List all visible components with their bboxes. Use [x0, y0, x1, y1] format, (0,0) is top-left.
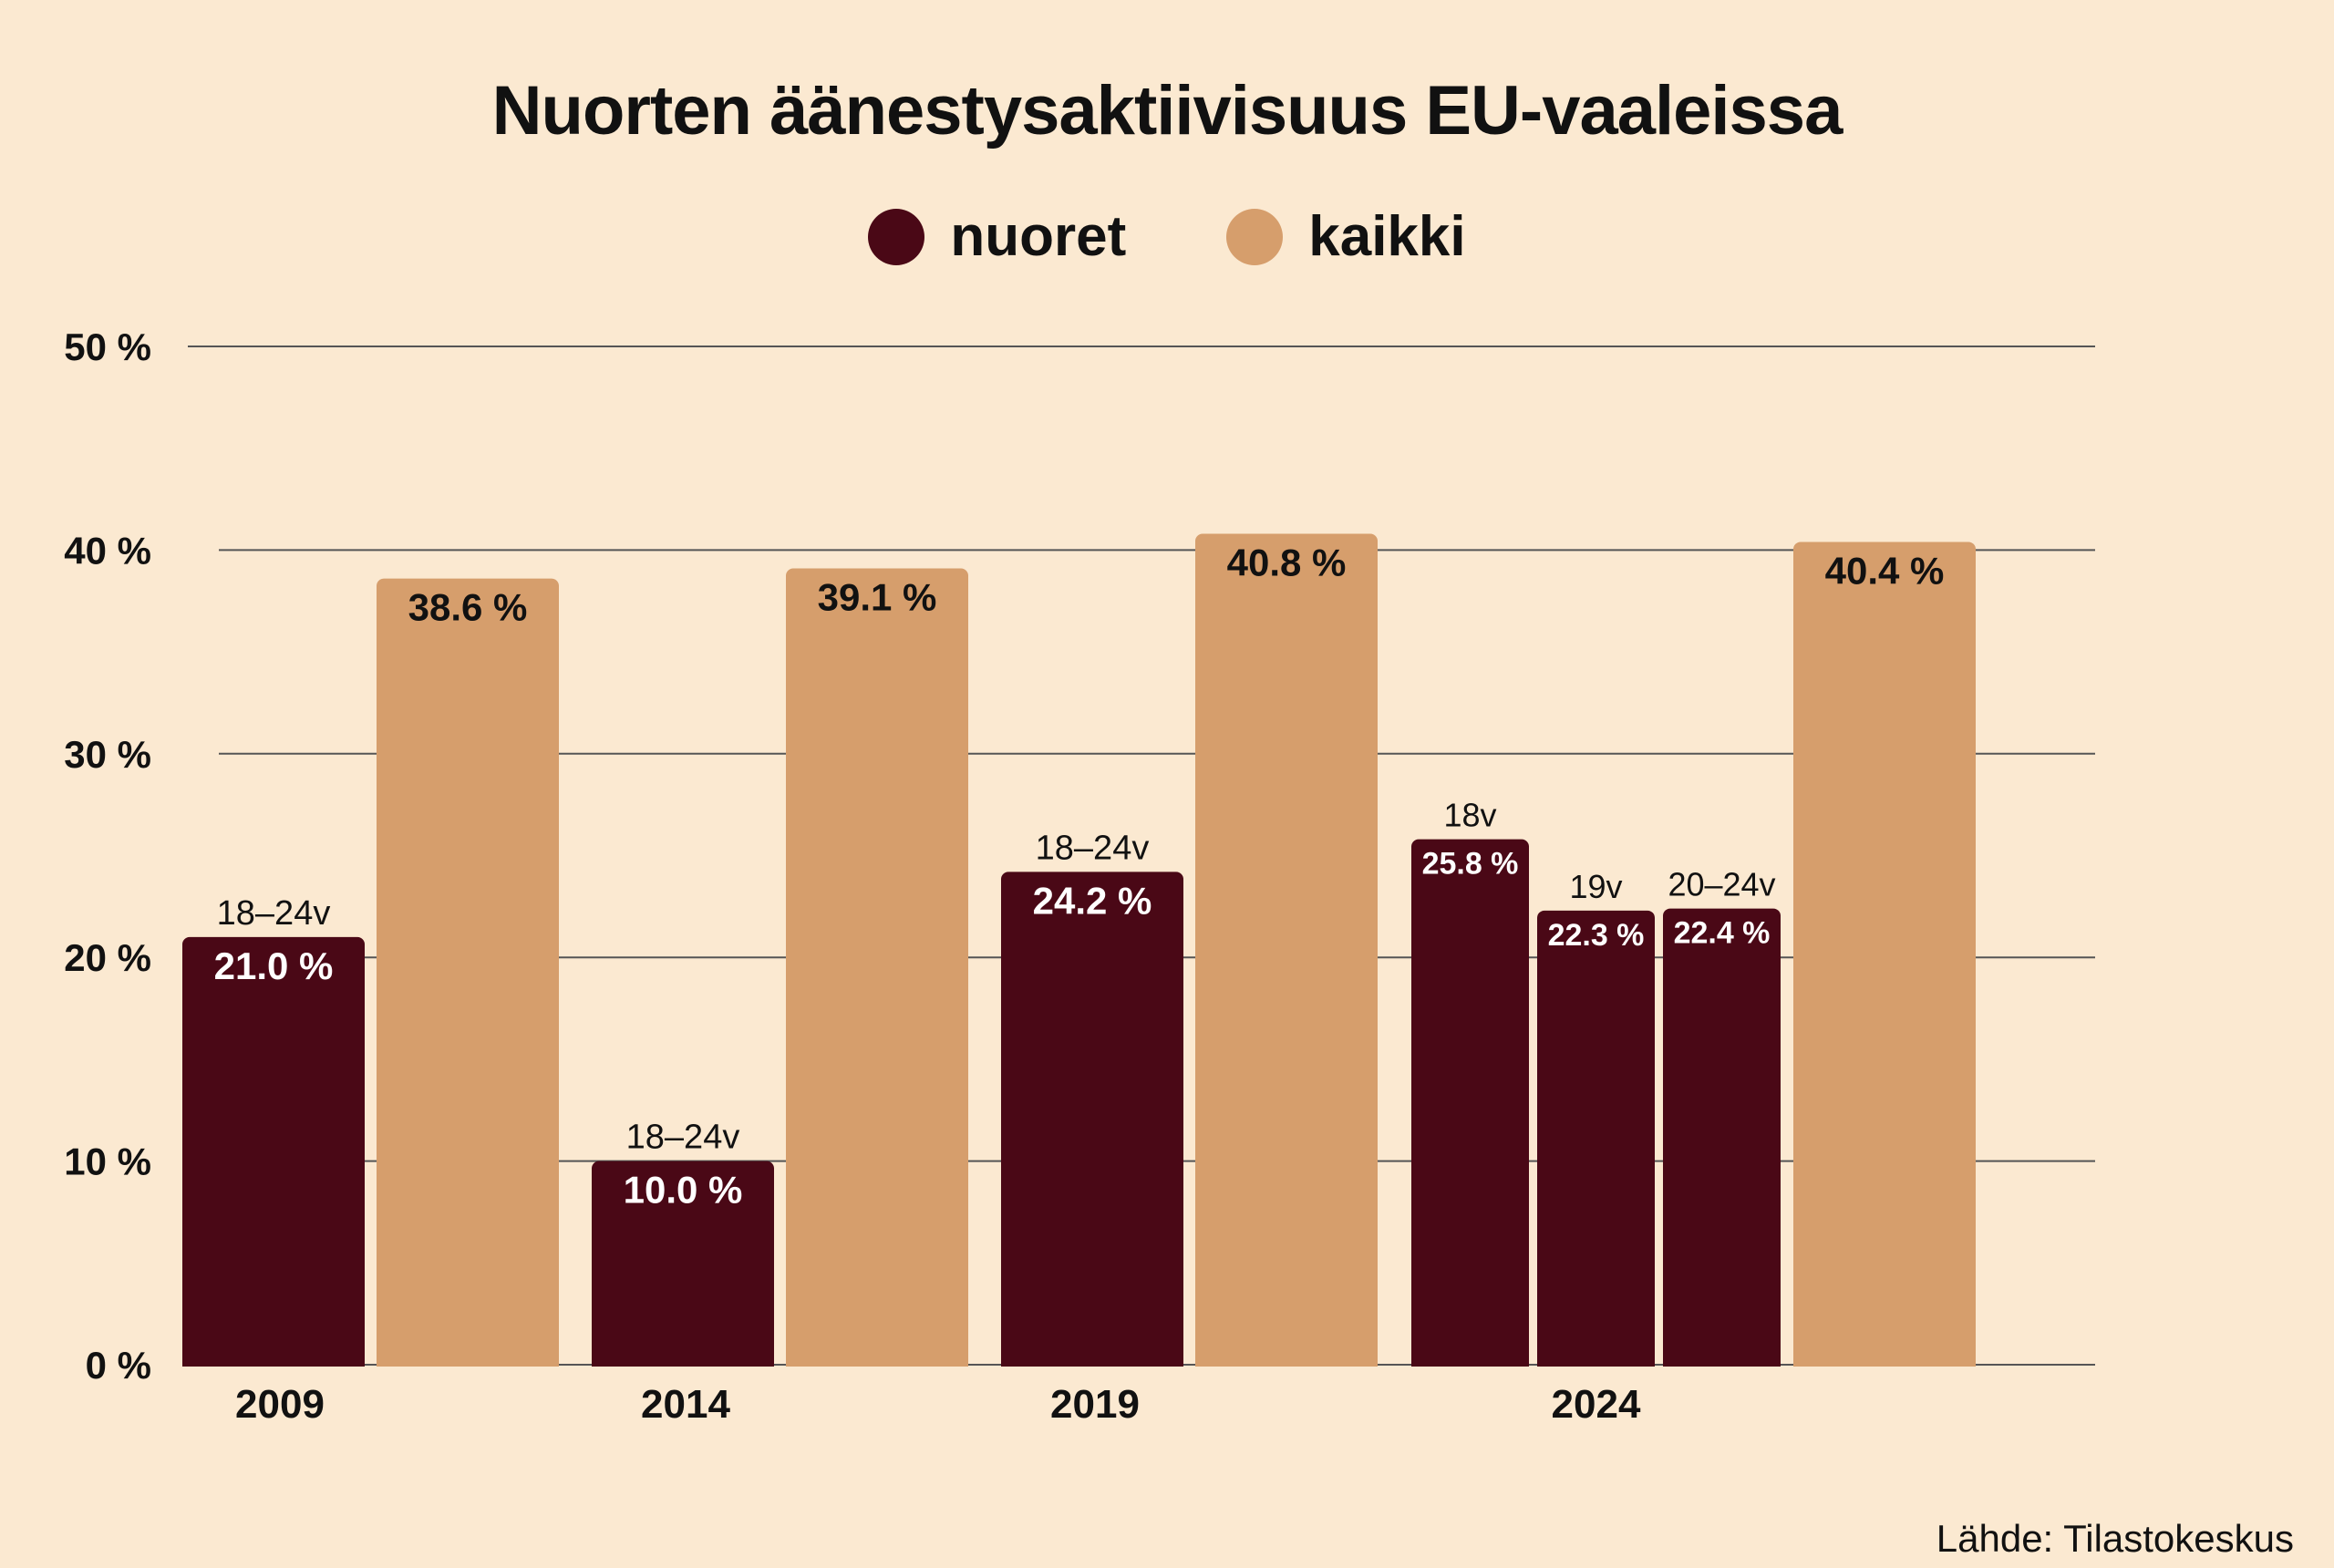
bar-base-2009-0: [182, 1356, 365, 1367]
source-note: Lähde: Tilastokeskus: [1936, 1517, 2294, 1560]
y-tick-label-50: 50 %: [64, 325, 151, 368]
bar-2024-kaikki-3: [1793, 542, 1976, 1367]
value-label-2024-3: 40.4 %: [1825, 549, 1945, 592]
bar-base-2009-1: [377, 1356, 559, 1367]
value-label-2009-1: 38.6 %: [408, 586, 528, 629]
age-label-2009-0: 18–24v: [217, 894, 331, 933]
x-tick-label-2014: 2014: [641, 1382, 730, 1427]
y-tick-label-0: 0 %: [86, 1344, 151, 1387]
value-label-2019-0: 24.2 %: [1033, 879, 1152, 922]
bar-base-2019-0: [1001, 1356, 1183, 1367]
bar-base-2024-2: [1663, 1356, 1781, 1367]
y-tick-label-10: 10 %: [64, 1140, 151, 1183]
bar-base-2014-1: [786, 1356, 968, 1367]
age-label-2024-2: 20–24v: [1668, 866, 1775, 903]
age-label-2024-0: 18v: [1443, 797, 1496, 834]
age-label-2014-0: 18–24v: [626, 1119, 740, 1157]
legend-item-nuoret[interactable]: nuoret: [868, 204, 1126, 269]
legend-item-kaikki[interactable]: kaikki: [1226, 204, 1466, 269]
value-label-2009-0: 21.0 %: [214, 944, 334, 987]
bar-2019-nuoret-0: [1001, 872, 1183, 1367]
bar-base-2024-3: [1793, 1356, 1976, 1367]
value-label-2024-1: 22.3 %: [1548, 918, 1645, 953]
legend-swatch-nuoret: [868, 208, 925, 265]
bar-2009-kaikki-1: [377, 578, 559, 1367]
legend-label-nuoret: nuoret: [950, 205, 1127, 268]
chart-title: Nuorten äänestysaktiivisuus EU-vaaleissa: [491, 72, 1843, 150]
bar-2024-nuoret-2: [1663, 908, 1781, 1367]
bar-base-2024-1: [1537, 1356, 1655, 1367]
legend-swatch-kaikki: [1226, 208, 1284, 265]
age-label-2024-1: 19v: [1569, 868, 1622, 905]
value-label-2014-0: 10.0 %: [624, 1169, 743, 1212]
x-tick-label-2019: 2019: [1050, 1382, 1140, 1427]
bar-2024-nuoret-1: [1537, 910, 1655, 1367]
bar-2019-kaikki-1: [1195, 533, 1378, 1367]
bar-base-2014-0: [592, 1356, 774, 1367]
value-label-2014-1: 39.1 %: [818, 576, 937, 619]
value-label-2019-1: 40.8 %: [1227, 542, 1347, 584]
bar-2024-nuoret-0: [1411, 839, 1529, 1367]
legend-label-kaikki: kaikki: [1308, 205, 1466, 268]
y-tick-label-20: 20 %: [64, 936, 151, 979]
bar-2014-kaikki-1: [786, 568, 968, 1367]
age-label-2019-0: 18–24v: [1036, 829, 1150, 867]
y-tick-label-40: 40 %: [64, 529, 151, 572]
bar-base-2019-1: [1195, 1356, 1378, 1367]
x-tick-label-2024: 2024: [1552, 1382, 1641, 1427]
bar-2014-nuoret-0: [592, 1161, 774, 1367]
y-tick-label-30: 30 %: [64, 733, 151, 776]
chart-legend: nuoret kaikki: [0, 204, 2334, 269]
value-label-2024-2: 22.4 %: [1674, 916, 1771, 951]
bar-2009-nuoret-0: [182, 936, 365, 1367]
bar-base-2024-0: [1411, 1356, 1529, 1367]
value-label-2024-0: 25.8 %: [1422, 847, 1519, 882]
x-tick-label-2009: 2009: [235, 1382, 325, 1427]
